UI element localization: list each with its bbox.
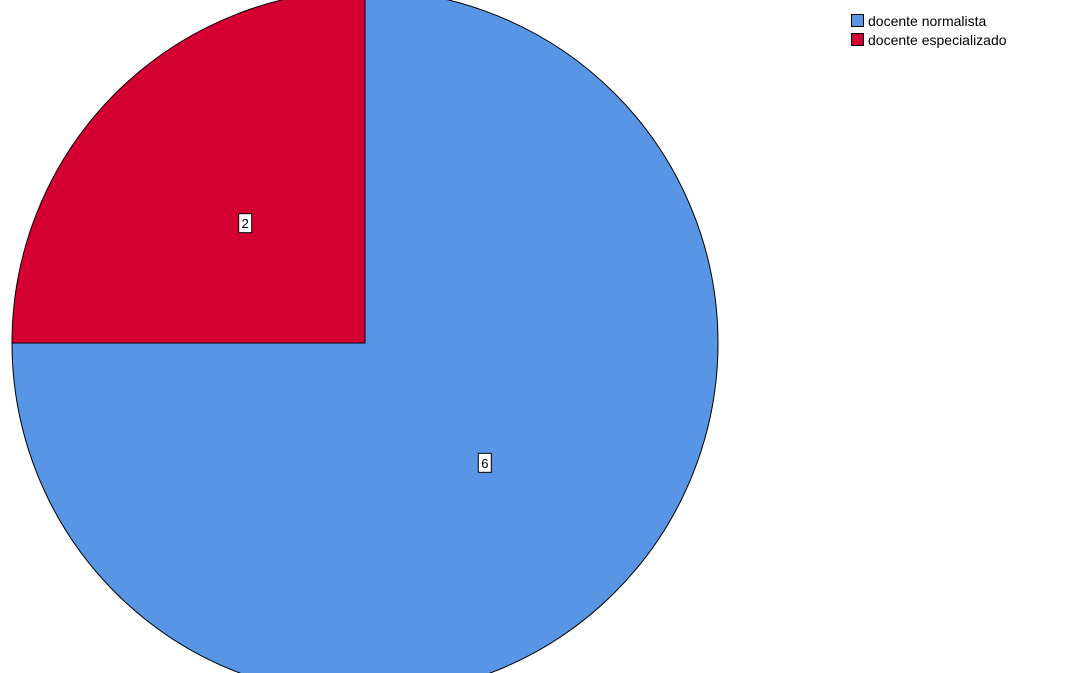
legend-item-normalista: docente normalista (851, 11, 1007, 30)
slice-label-text-especializado: 2 (242, 216, 249, 231)
legend-swatch-normalista (851, 14, 864, 27)
slice-label-especializado: 2 (238, 213, 253, 234)
pie-slice-normalista (11, 0, 719, 673)
slice-label-text-normalista: 6 (481, 456, 488, 471)
slice-label-box-especializado (238, 213, 253, 234)
pie-slices (11, 0, 719, 673)
legend-swatch-especializado (851, 33, 864, 46)
slice-labels: 62 (238, 213, 492, 473)
chart-legend: docente normalista docente especializado (851, 11, 1007, 49)
pie-slice-especializado (11, 0, 366, 344)
legend-item-especializado: docente especializado (851, 30, 1007, 49)
slice-label-box-normalista (477, 452, 492, 473)
slice-label-normalista: 6 (477, 452, 492, 473)
legend-label-especializado: docente especializado (868, 31, 1007, 48)
legend-label-normalista: docente normalista (868, 12, 987, 29)
